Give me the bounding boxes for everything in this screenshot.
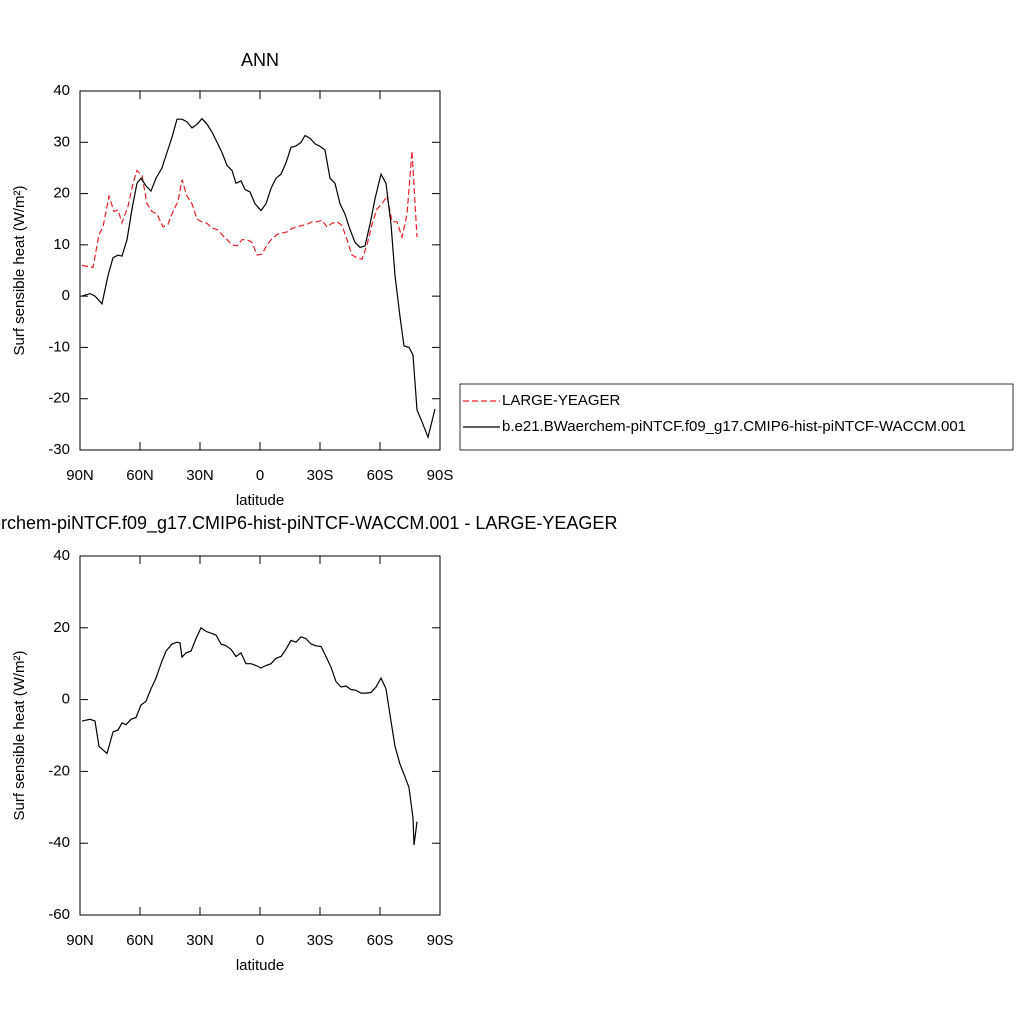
x-tick-label: 60S [367,467,394,484]
y-tick-label: -30 [48,441,70,458]
y-tick-label: -60 [48,906,70,923]
y-tick-label: 10 [53,236,70,253]
x-tick-label: 0 [256,467,264,484]
x-tick-label: 30S [307,467,334,484]
legend-label: LARGE-YEAGER [502,392,621,409]
y-tick-label: 40 [53,547,70,564]
legend-label: b.e21.BWaerchem-piNTCF.f09_g17.CMIP6-his… [502,418,966,435]
y-tick-label: -40 [48,834,70,851]
x-tick-label: 30N [186,467,214,484]
chart-title: ANN [241,50,279,70]
x-tick-label: 90S [427,932,454,949]
x-tick-label: 60N [126,932,154,949]
chart-title: b.e21.BWaerchem-piNTCF.f09_g17.CMIP6-his… [0,513,617,534]
plot-frame [79,555,441,916]
x-axis-label: latitude [236,492,284,509]
x-tick-label: 60N [126,467,154,484]
data-line [81,150,418,269]
x-tick-label: 90N [66,932,94,949]
y-tick-label: -20 [48,762,70,779]
plot-frame [79,90,441,451]
x-tick-label: 60S [367,932,394,949]
data-line [81,117,436,440]
x-tick-label: 0 [256,932,264,949]
y-axis-label: Surf sensible heat (W/m²) [11,185,28,355]
y-tick-label: 40 [53,82,70,99]
x-tick-label: 90S [427,467,454,484]
y-tick-label: 20 [53,619,70,636]
y-tick-label: 20 [53,185,70,202]
y-tick-label: 30 [53,133,70,150]
y-tick-label: 0 [62,287,70,304]
data-line [81,626,418,846]
y-tick-label: -10 [48,338,70,355]
y-tick-label: 0 [62,691,70,708]
y-tick-label: -20 [48,390,70,407]
x-tick-label: 30N [186,932,214,949]
x-tick-label: 90N [66,467,94,484]
y-axis-label: Surf sensible heat (W/m²) [11,650,28,820]
legend-box [459,383,1014,451]
x-tick-label: 30S [307,932,334,949]
x-axis-label: latitude [236,957,284,974]
